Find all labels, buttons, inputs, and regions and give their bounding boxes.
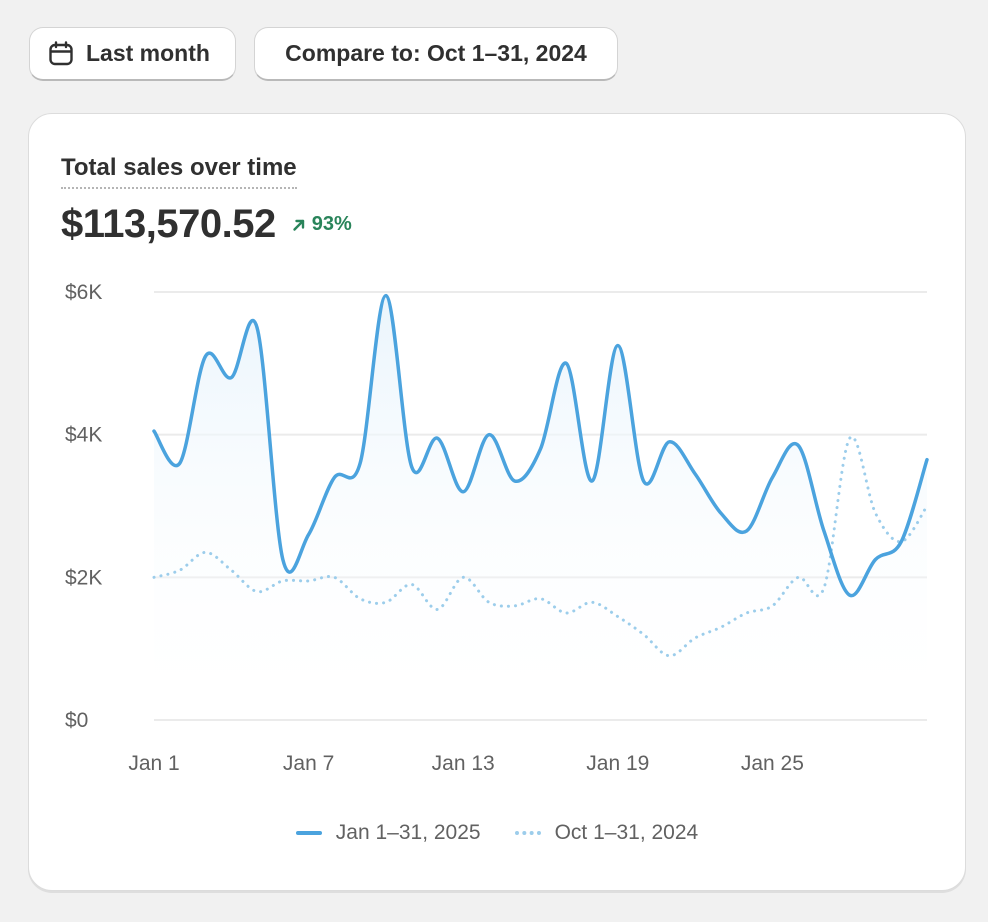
- comparison-series-point[interactable]: [509, 600, 521, 612]
- primary-series-point[interactable]: [277, 554, 289, 566]
- comparison-series-point[interactable]: [303, 575, 315, 587]
- arrow-up-right-icon: [293, 219, 304, 231]
- solid-line-swatch-icon: [295, 831, 322, 835]
- comparison-series-point[interactable]: [406, 578, 418, 590]
- comparison-series-point[interactable]: [715, 621, 727, 633]
- primary-series-line[interactable]: [152, 293, 929, 598]
- primary-series-point[interactable]: [200, 350, 212, 362]
- legend-item-comparison[interactable]: Oct 1–31, 2024: [514, 821, 699, 845]
- change-badge: 93%: [292, 213, 352, 236]
- comparison-series-point[interactable]: [535, 593, 547, 605]
- x-tick-label: Jan 13: [432, 752, 495, 775]
- primary-series-point[interactable]: [921, 454, 933, 466]
- primary-series-point[interactable]: [612, 340, 624, 352]
- toolbar: Last month Compare to: Oct 1–31, 2024: [29, 27, 618, 81]
- comparison-series-point[interactable]: [380, 596, 392, 608]
- primary-series-point[interactable]: [766, 471, 778, 483]
- primary-series-point[interactable]: [174, 457, 186, 469]
- comparison-series-point[interactable]: [354, 593, 366, 605]
- y-tick-label: $2K: [65, 566, 102, 589]
- primary-series-point[interactable]: [689, 468, 701, 480]
- comparison-series-point[interactable]: [741, 607, 753, 619]
- card-title[interactable]: Total sales over time: [61, 154, 297, 189]
- primary-series-point[interactable]: [663, 436, 675, 448]
- calendar-icon: [48, 40, 74, 67]
- comparison-series-point[interactable]: [148, 571, 160, 583]
- x-tick-label: Jan 1: [128, 752, 179, 775]
- primary-series-point[interactable]: [380, 290, 392, 302]
- sales-card: Total sales over time $113,570.52 93% $0…: [28, 113, 966, 891]
- primary-series-point[interactable]: [509, 475, 521, 487]
- change-value: 93%: [311, 213, 352, 235]
- primary-series-point[interactable]: [431, 432, 443, 444]
- x-tick-label: Jan 19: [586, 752, 649, 775]
- sales-line-chart: $0 $2K $4K $6K Jan 1 Jan 7 Jan 13 Jan 19 Jan 25: [65, 281, 933, 775]
- comparison-series-point[interactable]: [844, 432, 856, 444]
- y-tick-label: $4K: [65, 424, 102, 447]
- comparison-series-point[interactable]: [200, 546, 212, 558]
- legend-item-primary[interactable]: Jan 1–31, 2025: [295, 821, 481, 845]
- y-tick-label: $0: [65, 709, 88, 732]
- comparison-series-point[interactable]: [612, 611, 624, 623]
- compare-to-button[interactable]: Compare to: Oct 1–31, 2024: [254, 27, 618, 81]
- comparison-series-line[interactable]: [152, 435, 929, 658]
- primary-series-point[interactable]: [148, 425, 160, 437]
- date-range-label: Last month: [86, 40, 210, 66]
- comparison-series-point[interactable]: [895, 536, 907, 548]
- comparison-series-point[interactable]: [328, 571, 340, 583]
- total-sales-value: $113,570.52: [61, 202, 276, 246]
- primary-series-point[interactable]: [251, 322, 263, 334]
- primary-series-point[interactable]: [457, 486, 469, 498]
- primary-series-point[interactable]: [328, 471, 340, 483]
- primary-series-point[interactable]: [715, 507, 727, 519]
- dotted-line-swatch-icon: [514, 831, 541, 835]
- y-tick-label: $6K: [65, 281, 102, 304]
- primary-series-point[interactable]: [741, 525, 753, 537]
- comparison-series-point[interactable]: [766, 600, 778, 612]
- primary-series-point[interactable]: [586, 475, 598, 487]
- comparison-series-point[interactable]: [483, 596, 495, 608]
- metric-row: $113,570.52 93%: [61, 202, 352, 247]
- primary-series-point[interactable]: [560, 357, 572, 369]
- comparison-series-point[interactable]: [560, 607, 572, 619]
- x-tick-label: Jan 7: [283, 752, 334, 775]
- primary-series-point[interactable]: [483, 429, 495, 441]
- comparison-series-point[interactable]: [586, 596, 598, 608]
- chart-legend: Jan 1–31, 2025 Oct 1–31, 2024: [29, 821, 965, 845]
- comparison-series-point[interactable]: [921, 500, 933, 512]
- primary-series-point[interactable]: [354, 457, 366, 469]
- comparison-series-point[interactable]: [818, 582, 830, 594]
- primary-series-point[interactable]: [844, 589, 856, 601]
- primary-series-point[interactable]: [818, 525, 830, 537]
- comparison-series-point[interactable]: [431, 603, 443, 615]
- primary-series-point[interactable]: [638, 475, 650, 487]
- comparison-series-point[interactable]: [277, 575, 289, 587]
- comparison-series-point[interactable]: [638, 628, 650, 640]
- primary-series-point[interactable]: [869, 554, 881, 566]
- comparison-series-point[interactable]: [225, 564, 237, 576]
- comparison-series-point[interactable]: [663, 650, 675, 662]
- primary-series-point[interactable]: [406, 461, 418, 473]
- primary-series-area: [154, 295, 927, 720]
- x-tick-label: Jan 25: [741, 752, 804, 775]
- legend-label-comparison: Oct 1–31, 2024: [554, 821, 699, 844]
- primary-series-point[interactable]: [303, 529, 315, 541]
- comparison-series-point[interactable]: [689, 632, 701, 644]
- primary-series-point[interactable]: [535, 443, 547, 455]
- comparison-series-point[interactable]: [792, 571, 804, 583]
- compare-to-label: Compare to: Oct 1–31, 2024: [285, 40, 587, 66]
- legend-label-primary: Jan 1–31, 2025: [335, 821, 481, 844]
- comparison-series-point[interactable]: [174, 564, 186, 576]
- primary-series-point[interactable]: [225, 372, 237, 384]
- comparison-series-point[interactable]: [251, 586, 263, 598]
- comparison-series-point[interactable]: [869, 507, 881, 519]
- primary-series-point[interactable]: [792, 439, 804, 451]
- comparison-series-point[interactable]: [457, 571, 469, 583]
- date-range-button[interactable]: Last month: [29, 27, 236, 81]
